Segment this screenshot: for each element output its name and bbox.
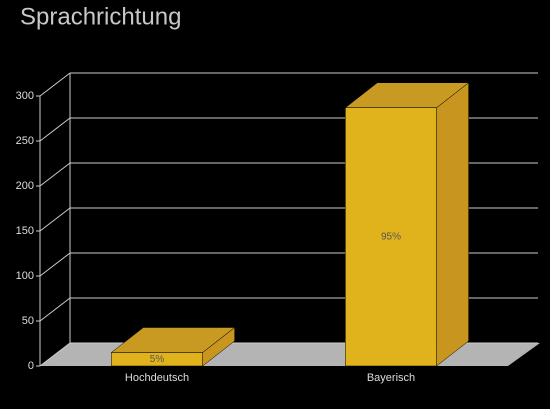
y-tick-label: 50	[22, 315, 34, 327]
y-tick-label: 150	[16, 225, 34, 237]
bar-side	[436, 82, 469, 367]
grid-line	[39, 162, 71, 187]
grid-line	[39, 117, 71, 142]
grid-line	[39, 252, 71, 277]
grid-line	[39, 342, 71, 367]
grid-line	[39, 207, 71, 232]
x-tick-label: Bayerisch	[367, 372, 415, 384]
grid-line	[39, 297, 71, 322]
y-tick-label: 300	[16, 90, 34, 102]
data-label: 5%	[150, 354, 165, 365]
y-tick-label: 200	[16, 180, 34, 192]
chart-title: Sprachrichtung	[20, 3, 181, 30]
y-tick-label: 0	[28, 360, 34, 372]
bar	[345, 107, 437, 367]
bar	[111, 352, 203, 367]
grid-line	[39, 72, 71, 97]
x-tick-label: Hochdeutsch	[125, 372, 189, 384]
data-label: 95%	[381, 231, 401, 242]
y-tick-label: 100	[16, 270, 34, 282]
y-tick-label: 250	[16, 135, 34, 147]
